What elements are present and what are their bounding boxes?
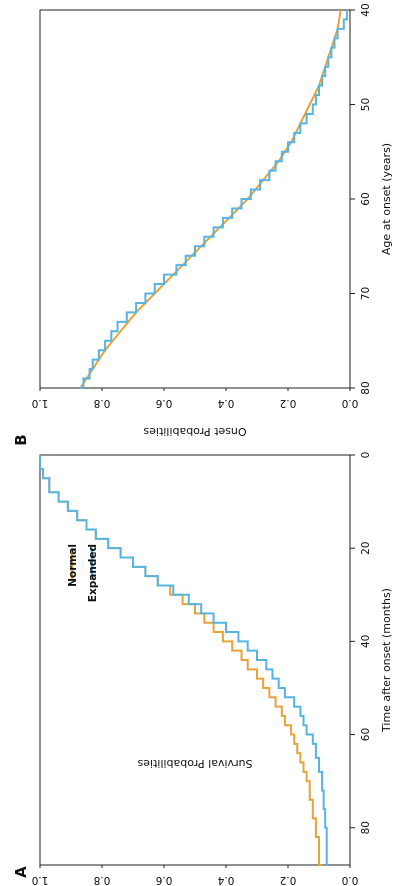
y-tick-label: 0.0 bbox=[342, 397, 359, 409]
y-tick-label: 0.2 bbox=[280, 874, 297, 886]
x-axis-label: Time after onset (months) bbox=[380, 588, 393, 733]
x-tick-label: 50 bbox=[360, 98, 372, 111]
series-line-normal bbox=[39, 455, 323, 866]
panel-label: B bbox=[12, 434, 30, 445]
x-tick-label: 40 bbox=[360, 635, 372, 648]
x-tick-label: 20 bbox=[360, 541, 372, 554]
y-tick-label: 0.6 bbox=[155, 874, 172, 886]
legend-label-normal: Normal bbox=[67, 544, 79, 587]
x-tick-label: 70 bbox=[360, 287, 372, 300]
y-axis-label: Survival Probabilities bbox=[137, 757, 252, 770]
panel-a: 0 20 40 60 80 0.0 0.2 0.4 0.6 0.8 1.0 Time after on… bbox=[12, 452, 393, 886]
y-tick-label: 0.8 bbox=[94, 397, 111, 409]
x-tick-label: 60 bbox=[360, 192, 372, 205]
plot-frame bbox=[39, 9, 351, 389]
y-tick-label: 0.2 bbox=[280, 397, 297, 409]
y-tick-label: 1.0 bbox=[32, 874, 49, 886]
y-tick-label: 1.0 bbox=[32, 397, 49, 409]
x-tick-label: 40 bbox=[360, 3, 372, 16]
x-tick-label: 80 bbox=[360, 381, 372, 394]
x-axis-label: Age at onset (years) bbox=[380, 143, 393, 255]
x-tick-label: 60 bbox=[360, 728, 372, 741]
y-axis-label: Onset Probabilities bbox=[143, 425, 246, 438]
y-tick-label: 0.0 bbox=[342, 874, 359, 886]
x-tick-label: 0 bbox=[360, 452, 372, 459]
panel-label: A bbox=[12, 866, 30, 878]
y-tick-label: 0.4 bbox=[217, 874, 234, 886]
series-line-expanded bbox=[39, 455, 329, 866]
series-line-curve-2 bbox=[80, 10, 348, 389]
panel-b: 40 50 60 70 800.0 0.2 0.4 0.6 0.8 1.0 Age at onset… bbox=[12, 3, 393, 445]
plot-frame bbox=[39, 454, 351, 866]
legend-label-expanded: Expanded bbox=[87, 544, 99, 602]
x-tick-label: 80 bbox=[360, 821, 372, 834]
y-tick-label: 0.4 bbox=[217, 397, 234, 409]
series-line-curve-1 bbox=[79, 9, 342, 389]
y-tick-label: 0.8 bbox=[94, 874, 111, 886]
y-tick-label: 0.6 bbox=[155, 397, 172, 409]
